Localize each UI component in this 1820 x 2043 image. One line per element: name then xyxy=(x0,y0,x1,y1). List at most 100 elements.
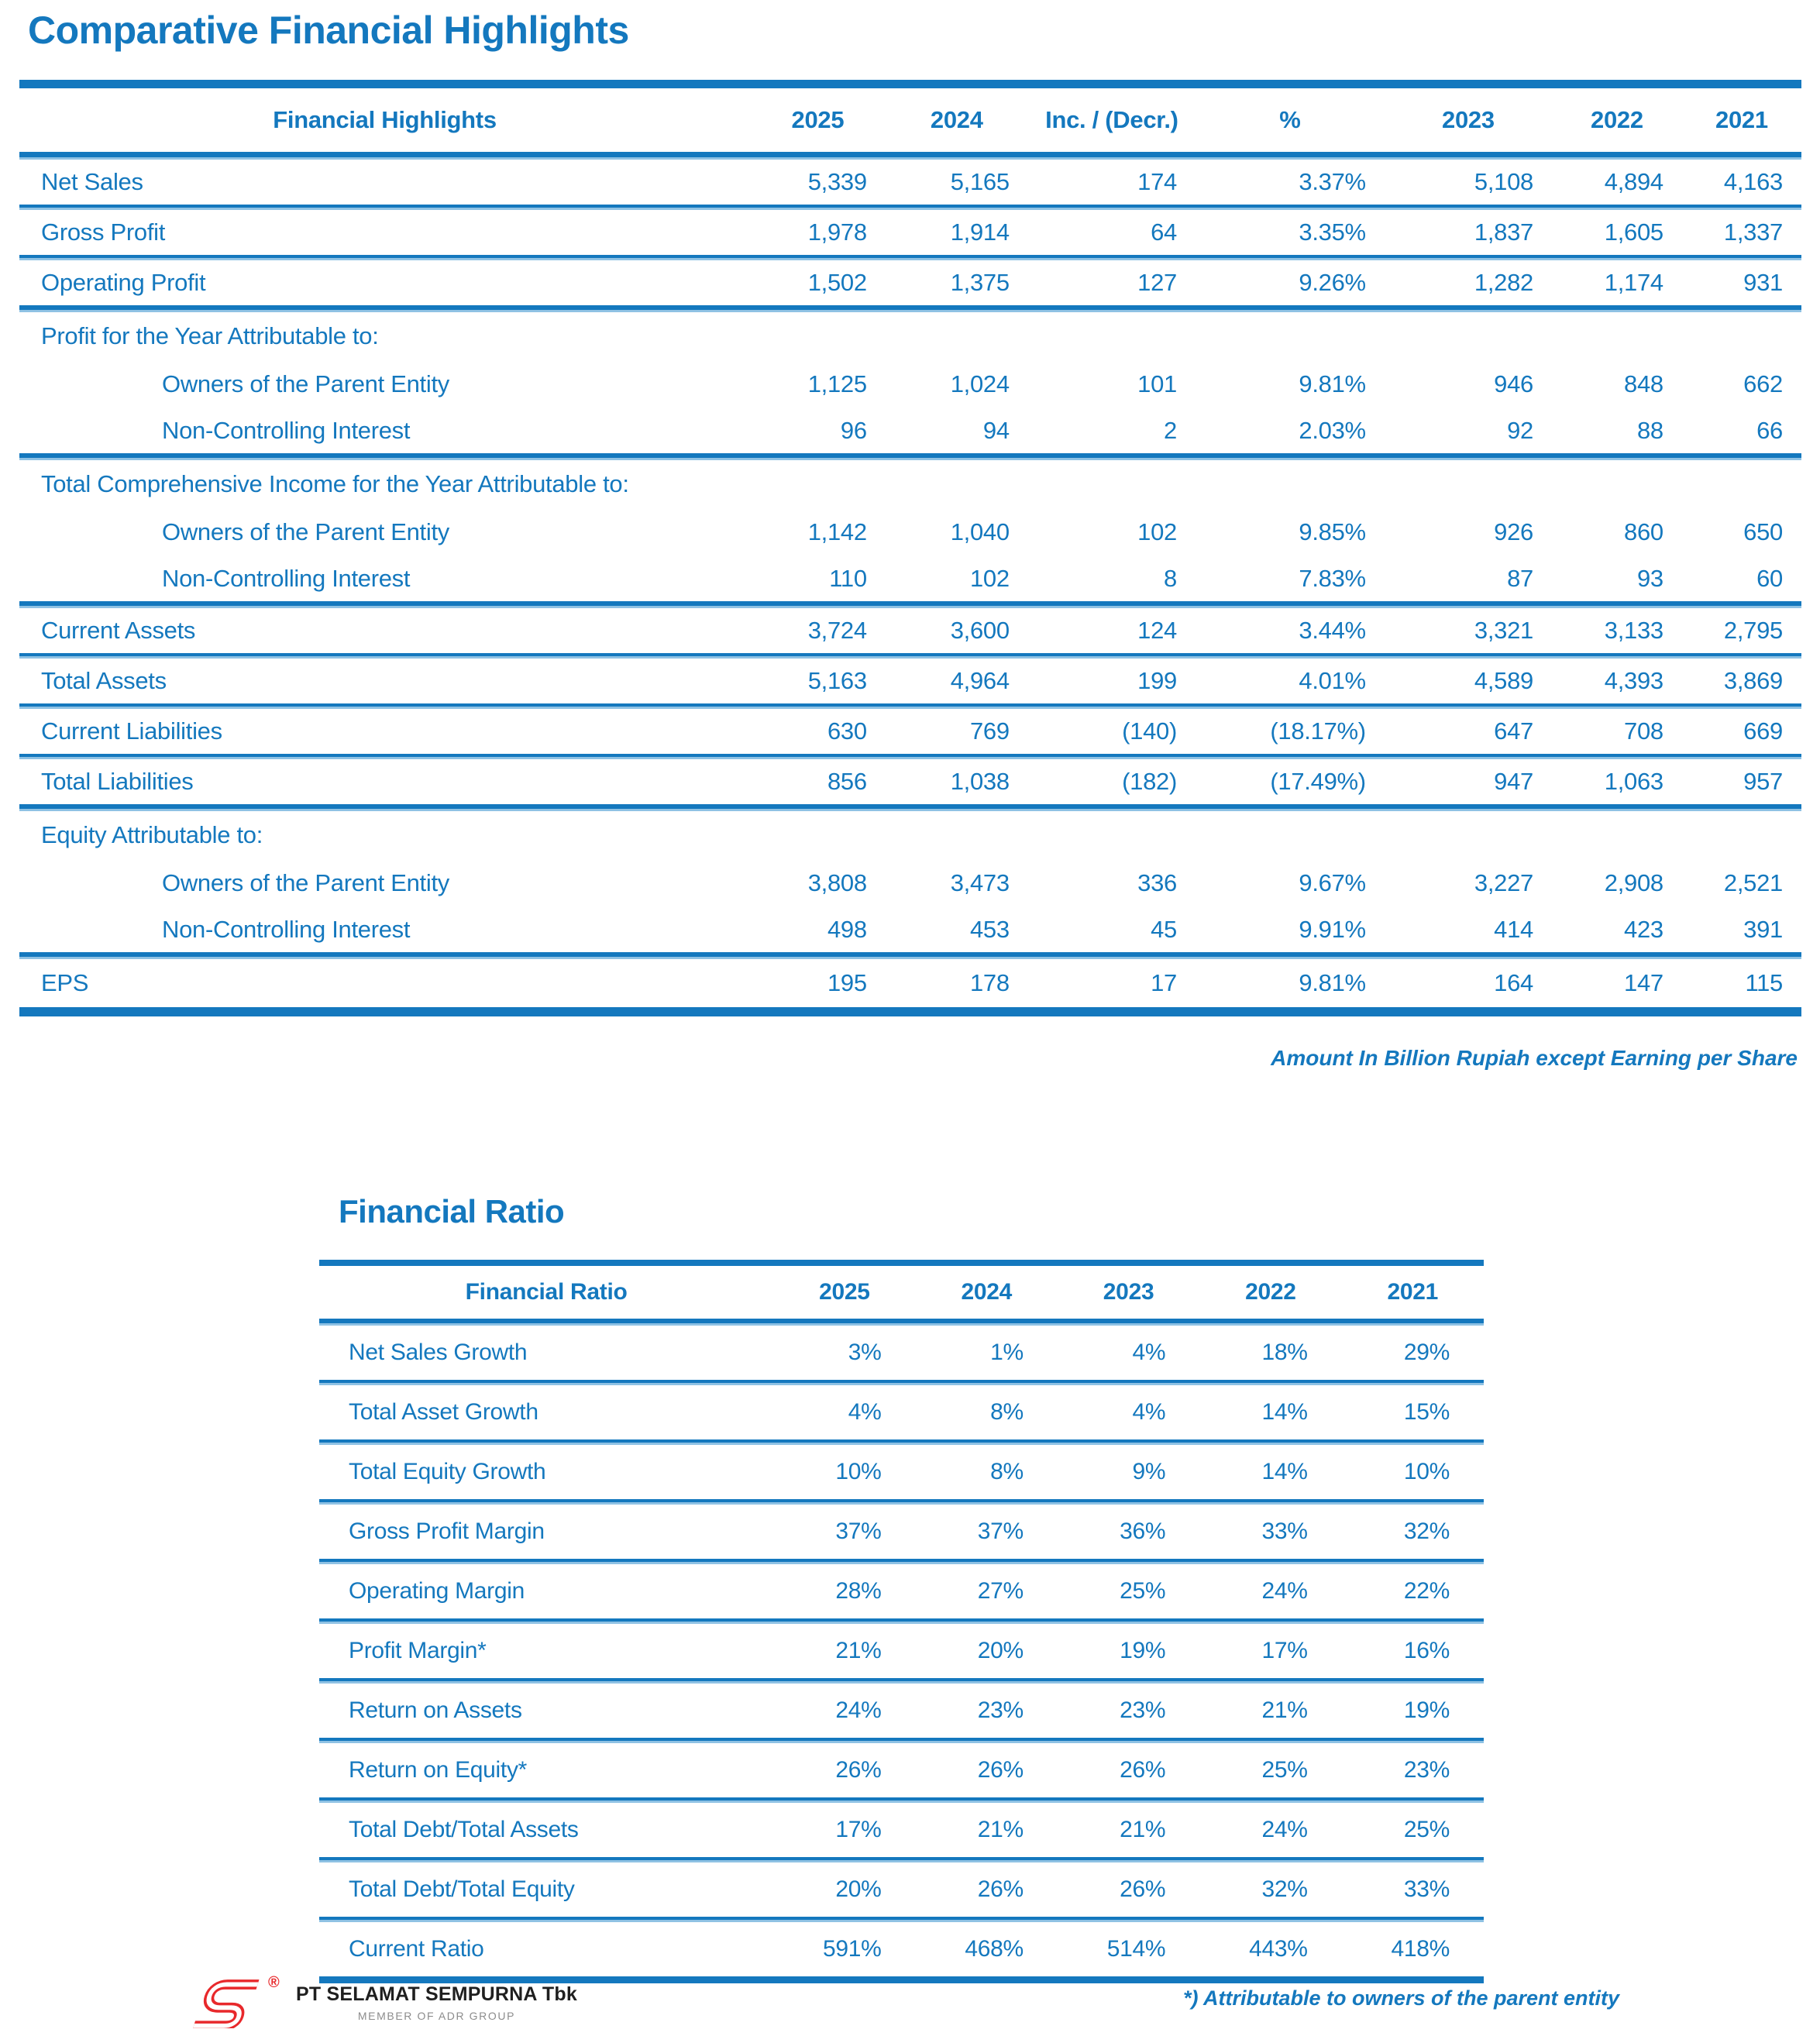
cell-Inc. / (Decr.): 17 xyxy=(1027,957,1196,1007)
cell-2023: 514% xyxy=(1057,1920,1200,1976)
cell-2024: 769 xyxy=(885,707,1028,757)
cell-2023: 26% xyxy=(1057,1860,1200,1920)
row-label: Net Sales xyxy=(19,157,751,208)
row-label: Owners of the Parent Entity xyxy=(162,370,449,397)
table-row: Return on Assets 24% 23% 23% 21% 19% xyxy=(319,1681,1484,1741)
column-header-2021: 2021 xyxy=(1681,88,1801,157)
cell-2022: 848 xyxy=(1624,370,1663,397)
cell-2022: 708 xyxy=(1551,707,1682,757)
cell-2021 xyxy=(1681,458,1801,508)
table-row: Operating Margin 28% 27% 25% 24% 22% xyxy=(319,1562,1484,1622)
table-row: Current Liabilities 630 769 (140) (18.17%) 64… xyxy=(19,707,1801,757)
row-label: Operating Margin xyxy=(319,1562,774,1622)
cell-2022 xyxy=(1551,458,1682,508)
table-row: Operating Profit 1,502 1,375 127 9.26% 1,282 1… xyxy=(19,258,1801,310)
cell-2023: 21% xyxy=(1057,1801,1200,1860)
column-header-2025: 2025 xyxy=(750,88,886,157)
row-label: Non-Controlling Interest xyxy=(19,556,751,606)
cell-Inc. / (Decr.): (182) xyxy=(1027,757,1196,809)
company-subtitle: MEMBER OF ADR GROUP xyxy=(357,2010,516,2022)
cell-2025: 96 xyxy=(750,408,886,458)
financial-highlights-table: Financial Highlights 2025 2024 Inc. / (Decr… xyxy=(19,80,1801,1016)
cell-2021: 662 xyxy=(1743,370,1783,397)
table-row: Total Debt/Total Assets 17% 21% 21% 24% 25% xyxy=(319,1801,1484,1860)
cell-2021: 29% xyxy=(1341,1323,1484,1383)
column-header-2024: 2024 xyxy=(885,88,1028,157)
cell-2024: 37% xyxy=(915,1502,1058,1562)
cell-2022: 17% xyxy=(1199,1622,1342,1681)
cell-2021: 115 xyxy=(1681,957,1801,1007)
cell-2022: 1,605 xyxy=(1551,208,1682,258)
table-row: Non-Controlling Interest 96 94 2 2.03% 92 88 66 xyxy=(19,408,1801,458)
table-row: Total Asset Growth 4% 8% 4% 14% 15% xyxy=(319,1383,1484,1443)
cell-2025: 3,724 xyxy=(750,606,886,656)
cell-2022: 14% xyxy=(1199,1443,1342,1502)
cell-2023: 4,589 xyxy=(1384,656,1552,707)
cell-2023: 23% xyxy=(1057,1681,1200,1741)
cell-2023: 947 xyxy=(1384,757,1552,809)
cell-2024: 26% xyxy=(915,1860,1058,1920)
cell-2025: 856 xyxy=(750,757,886,809)
cell-%: (17.49%) xyxy=(1196,757,1385,809)
column-header-financial-highlights: Financial Highlights xyxy=(19,88,751,157)
cell-2021: 60 xyxy=(1681,556,1801,606)
cell-2021: 418% xyxy=(1341,1920,1484,1976)
cell-Inc. / (Decr.): 45 xyxy=(1027,907,1196,957)
cell-2024: 3,473 xyxy=(950,869,1010,896)
cell-Inc. / (Decr.): 174 xyxy=(1027,157,1196,208)
cell-2021: 32% xyxy=(1341,1502,1484,1562)
table-row: Profit Margin* 21% 20% 19% 17% 16% xyxy=(319,1622,1484,1681)
cell-2024: 3,600 xyxy=(885,606,1028,656)
table-row: Total Assets 5,163 4,964 199 4.01% 4,589 4,393… xyxy=(19,656,1801,707)
column-header-2025: 2025 xyxy=(773,1266,916,1323)
cell-2022: 443% xyxy=(1199,1920,1342,1976)
cell-2021: 4,163 xyxy=(1681,157,1801,208)
cell-2022: 21% xyxy=(1199,1681,1342,1741)
table-row: Owners of the Parent Entity 1,125 1,024 101… xyxy=(19,360,1801,408)
cell-%: 4.01% xyxy=(1196,656,1385,707)
row-label: Return on Assets xyxy=(319,1681,774,1741)
cell-2025: 1,142 xyxy=(807,518,867,545)
cell-2024: 21% xyxy=(915,1801,1058,1860)
cell-2025: 195 xyxy=(750,957,886,1007)
table-row: Total Liabilities 856 1,038 (182) (17.49%) 94… xyxy=(19,757,1801,809)
cell-2022: 1,063 xyxy=(1551,757,1682,809)
cell-2021: 15% xyxy=(1341,1383,1484,1443)
row-label: Total Assets xyxy=(19,656,751,707)
row-label: Gross Profit xyxy=(19,208,751,258)
cell-2024 xyxy=(885,458,1028,508)
highlights-header-row: Financial Highlights 2025 2024 Inc. / (Decr… xyxy=(19,88,1801,157)
cell-2022: 24% xyxy=(1199,1801,1342,1860)
table-row: Owners of the Parent Entity 1,142 1,040 102… xyxy=(19,508,1801,556)
cell-2021: 931 xyxy=(1681,258,1801,310)
cell-2023: 26% xyxy=(1057,1741,1200,1801)
cell-Inc. / (Decr.): (140) xyxy=(1027,707,1196,757)
cell-Inc. / (Decr.) xyxy=(1027,310,1196,360)
cell-2022: 4,393 xyxy=(1551,656,1682,707)
cell-2025: 26% xyxy=(773,1741,916,1801)
cell-% xyxy=(1196,310,1385,360)
cell-2021: 10% xyxy=(1341,1443,1484,1502)
cell-2024 xyxy=(885,809,1028,859)
row-label: Current Ratio xyxy=(319,1920,774,1976)
cell-% xyxy=(1196,809,1385,859)
row-label: Operating Profit xyxy=(19,258,751,310)
cell-Inc. / (Decr.): 124 xyxy=(1027,606,1196,656)
row-label: Total Equity Growth xyxy=(319,1443,774,1502)
column-header-2023: 2023 xyxy=(1057,1266,1200,1323)
table-row: Profit for the Year Attributable to: xyxy=(19,310,1801,360)
table-row: Owners of the Parent Entity 3,808 3,473 336… xyxy=(19,859,1801,907)
cell-2021: 1,337 xyxy=(1681,208,1801,258)
cell-2025: 5,163 xyxy=(750,656,886,707)
cell-2023: 25% xyxy=(1057,1562,1200,1622)
cell-2022: 3,133 xyxy=(1551,606,1682,656)
table-row: EPS 195 178 17 9.81% 164 147 115 xyxy=(19,957,1801,1007)
cell-2022: 32% xyxy=(1199,1860,1342,1920)
column-header-inc-decr: Inc. / (Decr.) xyxy=(1027,88,1196,157)
row-label: EPS xyxy=(19,957,751,1007)
cell-2022: 147 xyxy=(1551,957,1682,1007)
row-label: Profit Margin* xyxy=(319,1622,774,1681)
cell-2025: 10% xyxy=(773,1443,916,1502)
cell-2022: 4,894 xyxy=(1551,157,1682,208)
cell-2024: 1,375 xyxy=(885,258,1028,310)
